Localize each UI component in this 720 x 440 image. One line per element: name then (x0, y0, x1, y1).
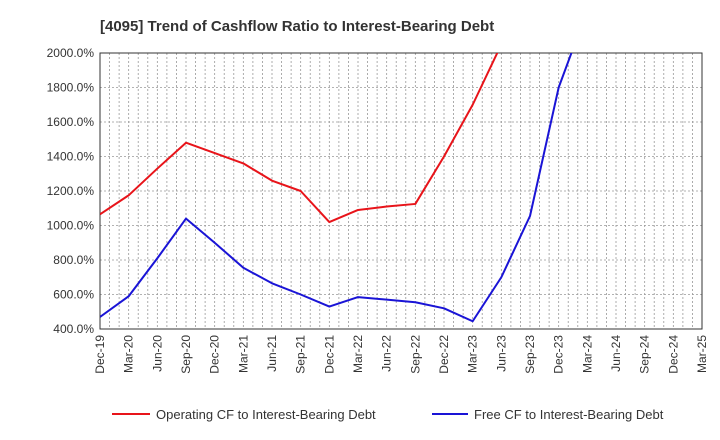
y-tick-label: 600.0% (53, 288, 94, 302)
y-axis: 400.0% 600.0% 800.0% 1000.0% 1200.0% 1400.0% 1… (47, 46, 95, 336)
legend-label-operating-cf: Operating CF to Interest-Bearing Debt (156, 407, 376, 422)
x-tick-label: Jun-21 (265, 335, 279, 372)
x-tick-label: Mar-25 (695, 335, 709, 373)
x-tick-label: Dec-20 (208, 335, 222, 374)
x-tick-label: Sep-21 (294, 335, 308, 374)
legend: Operating CF to Interest-Bearing Debt Fr… (112, 407, 664, 422)
y-tick-label: 400.0% (53, 322, 94, 336)
x-tick-label: Mar-23 (466, 335, 480, 373)
x-tick-label: Dec-19 (93, 335, 107, 374)
chart-title: [4095] Trend of Cashflow Ratio to Intere… (100, 18, 494, 35)
x-tick-label: Mar-22 (351, 335, 365, 373)
x-tick-label: Mar-24 (580, 335, 594, 373)
x-tick-label: Dec-21 (322, 335, 336, 374)
x-tick-label: Sep-20 (179, 335, 193, 374)
series-layer (100, 53, 573, 323)
x-tick-label: Sep-24 (638, 335, 652, 374)
x-tick-label: Mar-21 (236, 335, 250, 373)
y-tick-label: 800.0% (53, 253, 94, 267)
y-tick-label: 1200.0% (47, 184, 95, 198)
legend-label-free-cf: Free CF to Interest-Bearing Debt (474, 407, 664, 422)
series-line-operating-cf (100, 53, 499, 224)
x-tick-label: Jun-22 (380, 335, 394, 372)
x-tick-label: Dec-24 (666, 335, 680, 374)
x-tick-label: Sep-22 (408, 335, 422, 374)
y-tick-label: 1000.0% (47, 219, 95, 233)
series-line-free-cf (100, 53, 573, 323)
plot-area (99, 52, 703, 330)
y-tick-label: 1400.0% (47, 150, 95, 164)
x-tick-label: Dec-22 (437, 335, 451, 374)
grid (99, 52, 702, 330)
y-tick-label: 2000.0% (47, 46, 95, 60)
x-tick-label: Jun-24 (609, 335, 623, 372)
x-axis: Dec-19 Mar-20 Jun-20 Sep-20 Dec-20 Mar-21 Jun-… (93, 335, 709, 374)
y-tick-label: 1800.0% (47, 81, 95, 95)
x-tick-label: Dec-23 (552, 335, 566, 374)
x-tick-label: Jun-23 (494, 335, 508, 372)
x-tick-label: Sep-23 (523, 335, 537, 374)
x-tick-label: Mar-20 (122, 335, 136, 373)
y-tick-label: 1600.0% (47, 115, 95, 129)
x-tick-label: Jun-20 (150, 335, 164, 372)
